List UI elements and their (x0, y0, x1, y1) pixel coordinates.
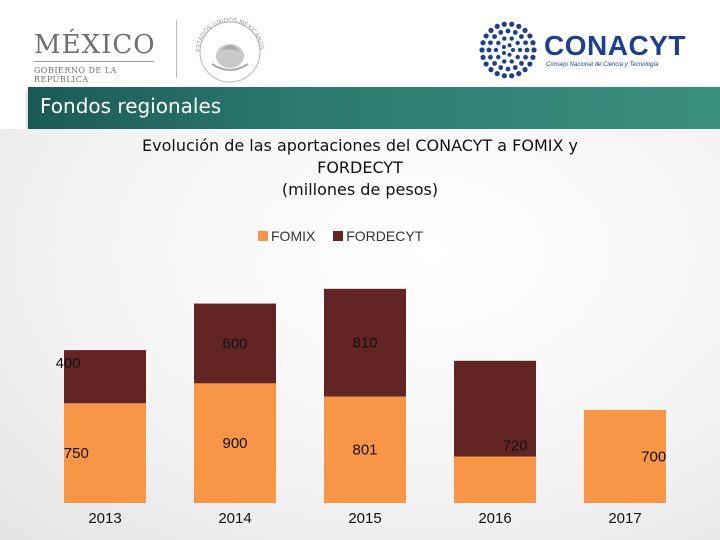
gobierno-mexico-logo: MÉXICO GOBIERNO DE LA REPÚBLICA (22, 18, 172, 88)
bar-fordecyt-2013 (64, 350, 146, 404)
banner-title: Fondos regionales (40, 94, 222, 118)
section-banner: Fondos regionales (28, 87, 720, 129)
data-label-fomix-2014: 900 (222, 435, 247, 452)
chart-title-line-3: (millones de pesos) (281, 180, 439, 199)
legend-item-fomix: FOMIX (258, 228, 315, 244)
bar-fomix-2015 (324, 396, 406, 503)
data-label-fomix-2017: 700 (641, 448, 666, 465)
data-label-fordecyt-2014: 600 (222, 335, 247, 352)
mexico-subtitle: GOBIERNO DE LA REPÚBLICA (34, 66, 117, 84)
header-divider (176, 20, 177, 78)
x-tick-label-2016: 2016 (478, 510, 511, 527)
bar-fordecyt-2014 (194, 303, 276, 384)
chart-title: Evolución de las aportaciones del CONACY… (60, 135, 660, 201)
x-tick-label-2013: 2013 (88, 510, 121, 527)
x-tick-label-2017: 2017 (608, 510, 641, 527)
bar-fomix-2017 (584, 409, 666, 503)
x-tick-label-2014: 2014 (218, 510, 251, 527)
national-seal-icon: ESTADOS UNIDOS MEXICANOS (195, 17, 265, 83)
chart-title-line-1: Evolución de las aportaciones del CONACY… (142, 136, 578, 155)
bar-fordecyt-2015 (324, 288, 406, 397)
header: MÉXICO GOBIERNO DE LA REPÚBLICA ESTADOS … (0, 0, 720, 88)
legend-swatch-fomix (258, 231, 268, 241)
legend-label-fomix: FOMIX (271, 228, 316, 244)
chart-title-line-2: FORDECYT (317, 158, 403, 177)
data-label-fordecyt-2013: 400 (56, 355, 81, 372)
chart-legend: FOMIX FORDECYT (258, 228, 437, 246)
x-tick-label-2015: 2015 (348, 510, 381, 527)
data-label-fomix-2013: 750 (64, 445, 89, 462)
conacyt-logo: CONACYT Consejo Nacional de Ciencia y Te… (478, 20, 698, 80)
legend-label-fordecyt: FORDECYT (346, 228, 424, 244)
bar-fomix-2014 (194, 383, 276, 503)
mexico-logo-rule (34, 61, 154, 62)
bar-fomix-2013 (64, 403, 146, 503)
data-label-fordecyt-2016: 720 (503, 438, 528, 455)
legend-item-fordecyt: FORDECYT (333, 228, 423, 244)
mexico-title: MÉXICO (34, 30, 156, 60)
conacyt-dots-icon (479, 21, 537, 79)
legend-swatch-fordecyt (333, 231, 344, 241)
conacyt-subtitle: Consejo Nacional de Ciencia y Tecnología (546, 62, 659, 68)
data-label-fomix-2015: 801 (352, 442, 377, 459)
conacyt-name: CONACYT (544, 30, 686, 61)
data-label-fordecyt-2015: 810 (352, 335, 377, 352)
bar-fordecyt-2016 (454, 360, 536, 457)
bar-fomix-2016 (454, 456, 536, 503)
